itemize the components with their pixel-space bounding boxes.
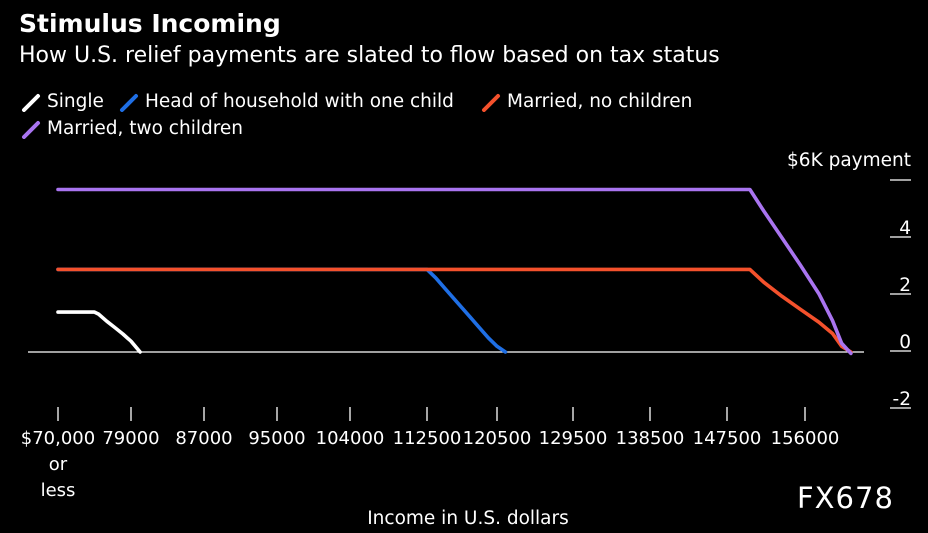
series-line-married-no-children (56, 267, 853, 354)
series-line-head-of-household-with-one-child (56, 267, 508, 354)
x-axis-label: Income in U.S. dollars (367, 508, 569, 529)
x-tick-label: 112500 (393, 428, 462, 449)
legend-label-head-of-household: Head of household with one child (145, 91, 454, 112)
legend-item-single: Single (21, 90, 104, 114)
y-tick-label: 2 (899, 275, 911, 296)
series-layer (56, 187, 853, 356)
x-tick-label: $70,000 or less (21, 428, 95, 501)
legend-swatch-single-line (22, 94, 40, 112)
x-tick-label: 138500 (616, 428, 685, 449)
legend-label-single: Single (47, 91, 104, 112)
legend-label-married-two-children: Married, two children (47, 118, 244, 139)
watermark: FX678 (797, 481, 894, 515)
series-line-single (56, 310, 142, 354)
chart-subtitle: How U.S. relief payments are slated to f… (19, 43, 720, 68)
x-tick-label: 129500 (539, 428, 608, 449)
y-tick-label: 0 (899, 332, 911, 353)
legend-item-married-no-children: Married, no children (481, 90, 692, 114)
y-tick-label: 4 (899, 218, 911, 239)
x-tick-label: 95000 (248, 428, 305, 449)
legend-swatch-head-of-household-line (120, 94, 138, 112)
x-tick-label: 104000 (316, 428, 385, 449)
x-tick-label: 156000 (771, 428, 840, 449)
x-tick-label: 87000 (175, 428, 232, 449)
legend-swatch-married-two-children (21, 119, 41, 139)
x-tick-label: 147500 (693, 428, 762, 449)
y-axis: 4 2 0 -2 (890, 179, 911, 410)
legend-item-head-of-household: Head of household with one child (119, 90, 454, 114)
legend-item-married-two-children: Married, two children (21, 117, 243, 141)
y-tick-label: -2 (893, 389, 911, 410)
x-axis: $70,000 or less 79000 87000 95000 104000 112500… (21, 407, 840, 501)
chart-title: Stimulus Incoming (19, 9, 281, 38)
x-tick-label: 79000 (102, 428, 159, 449)
legend-label-married-no-children: Married, no children (507, 91, 693, 112)
legend-swatch-married-no-children-line (482, 94, 500, 112)
legend-swatch-head-of-household (119, 92, 139, 112)
series-line-married-two-children (56, 187, 853, 356)
legend-swatch-single (21, 92, 41, 112)
x-tick-label: 120500 (463, 428, 532, 449)
legend-swatch-married-no-children (481, 92, 501, 112)
legend-swatch-married-two-children-line (22, 121, 40, 139)
y-axis-label: $6K payment (787, 150, 911, 171)
